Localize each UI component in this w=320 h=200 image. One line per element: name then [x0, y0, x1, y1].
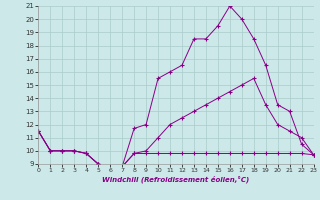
X-axis label: Windchill (Refroidissement éolien,°C): Windchill (Refroidissement éolien,°C): [102, 176, 250, 183]
